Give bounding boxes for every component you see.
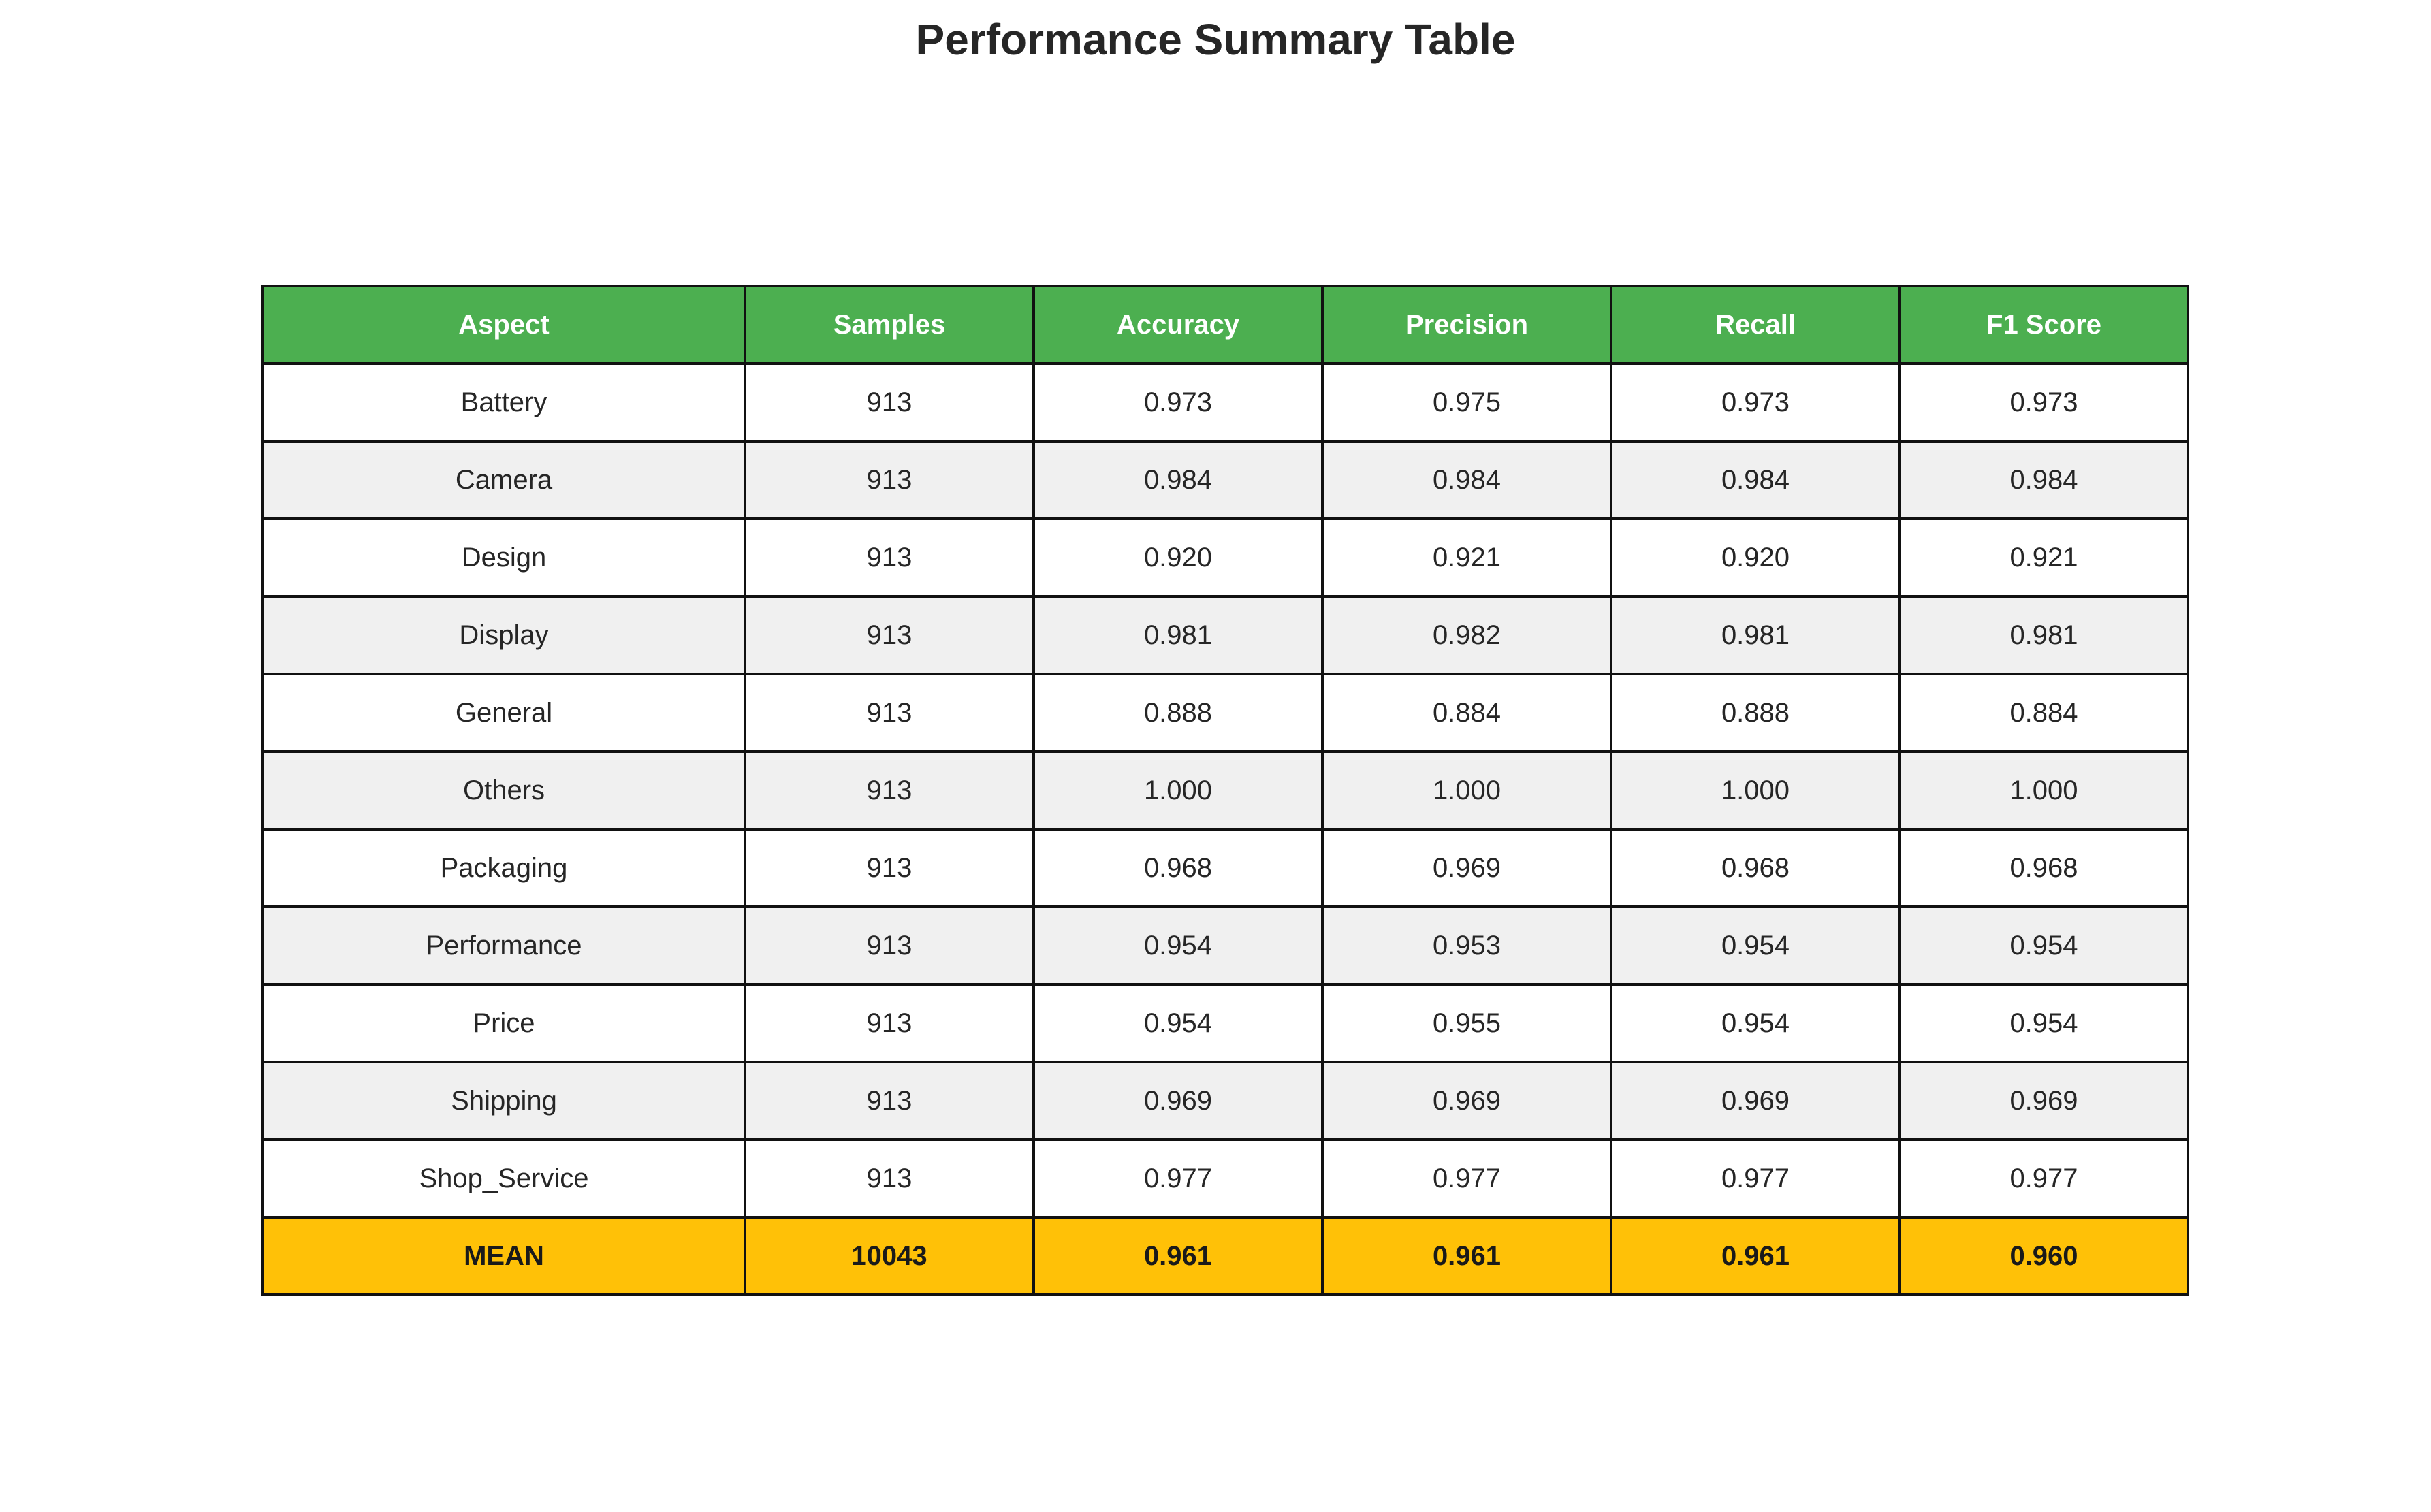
table-cell-recall: 0.954 — [1610, 905, 1901, 986]
table-cell-precision: 0.969 — [1321, 828, 1612, 908]
table-cell-recall: 0.977 — [1610, 1138, 1901, 1219]
table-cell-samples: 913 — [744, 595, 1035, 675]
table-cell-samples: 913 — [744, 440, 1035, 520]
table-cell-f1-score: 0.973 — [1898, 362, 2189, 443]
summary-cell-f1-score: 0.960 — [1898, 1216, 2189, 1296]
table-cell-f1-score: 0.981 — [1898, 595, 2189, 675]
table-cell-precision: 0.955 — [1321, 983, 1612, 1063]
summary-cell-accuracy: 0.961 — [1032, 1216, 1324, 1296]
summary-cell-precision: 0.961 — [1321, 1216, 1612, 1296]
table-header-row: Aspect Samples Accuracy Precision Recall… — [261, 285, 2189, 365]
table-cell-recall: 0.969 — [1610, 1061, 1901, 1141]
column-header-precision: Precision — [1321, 285, 1612, 365]
table-cell-accuracy: 0.954 — [1032, 983, 1324, 1063]
table-cell-precision: 0.975 — [1321, 362, 1612, 443]
table-cell-aspect: Price — [261, 983, 746, 1063]
table-cell-samples: 913 — [744, 362, 1035, 443]
table-cell-precision: 0.969 — [1321, 1061, 1612, 1141]
table-row: Design 913 0.920 0.921 0.920 0.921 — [261, 517, 2189, 598]
table-cell-samples: 913 — [744, 828, 1035, 908]
table-cell-recall: 0.888 — [1610, 673, 1901, 753]
table-cell-recall: 0.954 — [1610, 983, 1901, 1063]
chart-title: Performance Summary Table — [915, 15, 1516, 64]
summary-cell-recall: 0.961 — [1610, 1216, 1901, 1296]
table-cell-accuracy: 0.977 — [1032, 1138, 1324, 1219]
summary-cell-samples: 10043 — [744, 1216, 1035, 1296]
table-cell-accuracy: 0.968 — [1032, 828, 1324, 908]
table-cell-aspect: Display — [261, 595, 746, 675]
table-row: Shipping 913 0.969 0.969 0.969 0.969 — [261, 1061, 2189, 1141]
table-cell-accuracy: 0.969 — [1032, 1061, 1324, 1141]
table-cell-f1-score: 0.884 — [1898, 673, 2189, 753]
table-cell-samples: 913 — [744, 517, 1035, 598]
table-cell-precision: 0.984 — [1321, 440, 1612, 520]
table-row: General 913 0.888 0.884 0.888 0.884 — [261, 673, 2189, 753]
table-cell-samples: 913 — [744, 673, 1035, 753]
table-row: Performance 913 0.954 0.953 0.954 0.954 — [261, 905, 2189, 986]
column-header-recall: Recall — [1610, 285, 1901, 365]
table-body: Battery 913 0.973 0.975 0.973 0.973 Camera 913 0… — [261, 362, 2189, 1219]
table-cell-precision: 0.982 — [1321, 595, 1612, 675]
table-cell-f1-score: 0.968 — [1898, 828, 2189, 908]
table-cell-f1-score: 0.954 — [1898, 905, 2189, 986]
table-cell-aspect: Shop_Service — [261, 1138, 746, 1219]
performance-summary-table: Aspect Samples Accuracy Precision Recall… — [261, 285, 2189, 1296]
table-cell-recall: 0.981 — [1610, 595, 1901, 675]
column-header-samples: Samples — [744, 285, 1035, 365]
table-cell-precision: 0.884 — [1321, 673, 1612, 753]
table-cell-accuracy: 0.888 — [1032, 673, 1324, 753]
table-cell-accuracy: 0.981 — [1032, 595, 1324, 675]
table-cell-recall: 0.973 — [1610, 362, 1901, 443]
table-cell-f1-score: 0.969 — [1898, 1061, 2189, 1141]
table-cell-accuracy: 1.000 — [1032, 750, 1324, 831]
table-row: Price 913 0.954 0.955 0.954 0.954 — [261, 983, 2189, 1063]
table-cell-precision: 0.977 — [1321, 1138, 1612, 1219]
table-cell-f1-score: 0.921 — [1898, 517, 2189, 598]
table-cell-recall: 0.920 — [1610, 517, 1901, 598]
table-cell-aspect: Others — [261, 750, 746, 831]
column-header-accuracy: Accuracy — [1032, 285, 1324, 365]
table-cell-aspect: Camera — [261, 440, 746, 520]
table-row: Camera 913 0.984 0.984 0.984 0.984 — [261, 440, 2189, 520]
table-cell-precision: 0.921 — [1321, 517, 1612, 598]
table-row: Others 913 1.000 1.000 1.000 1.000 — [261, 750, 2189, 831]
table-cell-accuracy: 0.973 — [1032, 362, 1324, 443]
table-cell-samples: 913 — [744, 1138, 1035, 1219]
table-cell-f1-score: 0.977 — [1898, 1138, 2189, 1219]
table-cell-samples: 913 — [744, 983, 1035, 1063]
table-cell-samples: 913 — [744, 905, 1035, 986]
summary-cell-aspect: MEAN — [261, 1216, 746, 1296]
table-cell-recall: 0.984 — [1610, 440, 1901, 520]
table-cell-f1-score: 1.000 — [1898, 750, 2189, 831]
table-cell-precision: 0.953 — [1321, 905, 1612, 986]
table-cell-aspect: Battery — [261, 362, 746, 443]
table-row: Shop_Service 913 0.977 0.977 0.977 0.977 — [261, 1138, 2189, 1219]
table-cell-accuracy: 0.984 — [1032, 440, 1324, 520]
table-cell-f1-score: 0.954 — [1898, 983, 2189, 1063]
table-cell-aspect: Shipping — [261, 1061, 746, 1141]
table-cell-f1-score: 0.984 — [1898, 440, 2189, 520]
summary-row: MEAN 10043 0.961 0.961 0.961 0.960 — [261, 1216, 2189, 1296]
table-cell-aspect: Performance — [261, 905, 746, 986]
table-cell-aspect: Packaging — [261, 828, 746, 908]
table-cell-recall: 1.000 — [1610, 750, 1901, 831]
table-row: Battery 913 0.973 0.975 0.973 0.973 — [261, 362, 2189, 443]
table-cell-recall: 0.968 — [1610, 828, 1901, 908]
table-row: Packaging 913 0.968 0.969 0.968 0.968 — [261, 828, 2189, 908]
table-cell-accuracy: 0.954 — [1032, 905, 1324, 986]
table-cell-samples: 913 — [744, 750, 1035, 831]
table-cell-aspect: General — [261, 673, 746, 753]
column-header-aspect: Aspect — [261, 285, 746, 365]
table-cell-samples: 913 — [744, 1061, 1035, 1141]
table-cell-accuracy: 0.920 — [1032, 517, 1324, 598]
table-cell-aspect: Design — [261, 517, 746, 598]
table-cell-precision: 1.000 — [1321, 750, 1612, 831]
table-row: Display 913 0.981 0.982 0.981 0.981 — [261, 595, 2189, 675]
column-header-f1-score: F1 Score — [1898, 285, 2189, 365]
